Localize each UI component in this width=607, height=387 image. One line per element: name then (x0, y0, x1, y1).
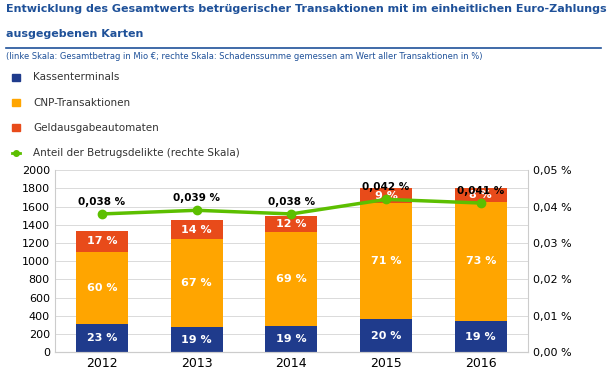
Bar (76, 252, 128, 324)
Text: 9 %: 9 % (375, 191, 398, 201)
Text: (linke Skala: Gesamtbetrag in Mio €; rechte Skala: Schadenssumme gemessen am Wer: (linke Skala: Gesamtbetrag in Mio €; rec… (6, 52, 483, 61)
Text: 69 %: 69 % (276, 274, 307, 284)
Text: 14 %: 14 % (181, 224, 212, 235)
Text: Kassenterminals: Kassenterminals (33, 72, 120, 82)
Bar (455, 188, 507, 202)
Bar (455, 321, 507, 352)
Bar (360, 203, 412, 319)
Text: 60 %: 60 % (87, 283, 117, 293)
Text: 19 %: 19 % (181, 335, 212, 345)
Bar (265, 326, 317, 352)
Bar (171, 239, 223, 327)
Text: Entwicklung des Gesamtwerts betrügerischer Transaktionen mit im einheitlichen Eu: Entwicklung des Gesamtwerts betrügerisch… (6, 4, 607, 14)
Text: 67 %: 67 % (181, 278, 212, 288)
Bar (360, 188, 412, 203)
Bar (76, 324, 128, 352)
Text: 20 %: 20 % (371, 331, 401, 341)
Text: 73 %: 73 % (466, 256, 496, 266)
Text: 12 %: 12 % (276, 219, 307, 229)
Bar (360, 319, 412, 352)
Text: 19 %: 19 % (466, 332, 496, 342)
Text: CNP-Transaktionen: CNP-Transaktionen (33, 98, 131, 108)
Text: 0,041 %: 0,041 % (457, 186, 504, 196)
Text: ausgegebenen Karten: ausgegebenen Karten (6, 29, 143, 39)
Text: Geldausgabeautomaten: Geldausgabeautomaten (33, 123, 159, 133)
Text: 17 %: 17 % (87, 236, 117, 247)
Bar (171, 327, 223, 352)
Bar (265, 216, 317, 232)
Bar (455, 202, 507, 321)
Text: 0,038 %: 0,038 % (268, 197, 315, 207)
Bar (265, 232, 317, 326)
Bar (171, 220, 223, 239)
Text: 19 %: 19 % (276, 334, 307, 344)
Text: 71 %: 71 % (371, 256, 401, 266)
Bar (76, 231, 128, 252)
Text: 0,039 %: 0,039 % (173, 193, 220, 203)
Text: 8 %: 8 % (469, 190, 492, 200)
Text: 0,042 %: 0,042 % (362, 182, 410, 192)
Text: Anteil der Betrugsdelikte (rechte Skala): Anteil der Betrugsdelikte (rechte Skala) (33, 148, 240, 158)
Text: 23 %: 23 % (87, 333, 117, 343)
Text: 0,038 %: 0,038 % (78, 197, 126, 207)
